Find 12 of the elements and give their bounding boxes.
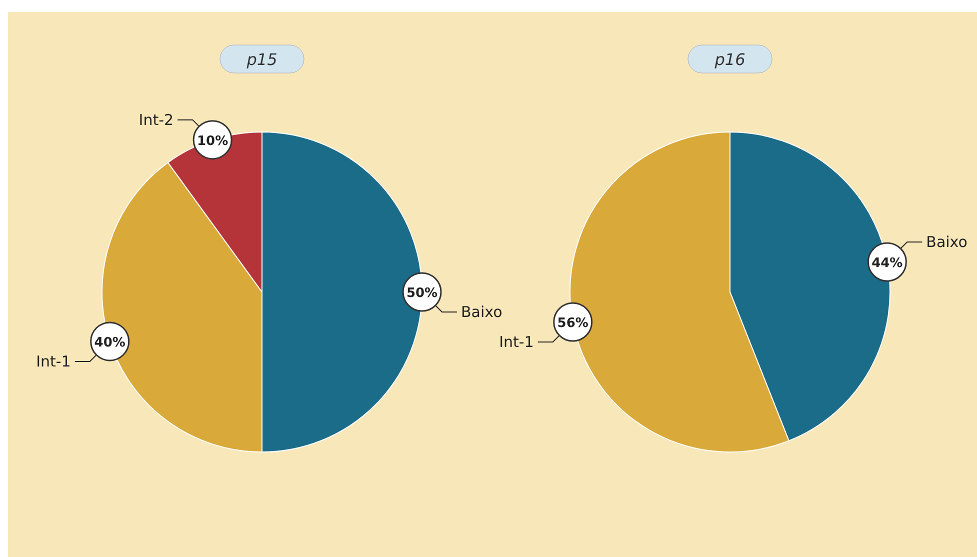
data-label: 50%	[406, 286, 438, 301]
slice-label: Baixo	[926, 233, 968, 252]
slice-label: Int-1	[499, 332, 534, 351]
slice-label: Int-2	[138, 110, 174, 129]
data-label: 44%	[872, 256, 903, 272]
slice-label: Baixo	[461, 303, 502, 321]
data-label: 56%	[557, 316, 588, 331]
chart-title: p15	[246, 50, 278, 69]
slice-label: Int-1	[36, 352, 71, 370]
data-label: 10%	[196, 134, 228, 149]
data-label: 40%	[94, 335, 126, 350]
chart-title: p16	[714, 50, 746, 69]
